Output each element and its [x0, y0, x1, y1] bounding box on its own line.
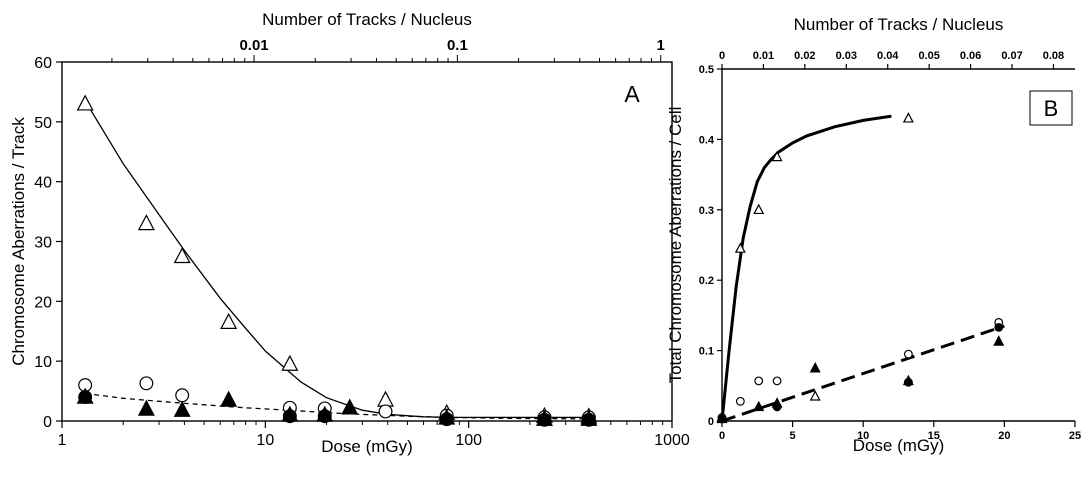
data-point	[173, 400, 191, 417]
data-point	[809, 390, 821, 401]
top-axis-label: Number of Tracks / Nucleus	[262, 10, 472, 29]
x-tick-label: 100	[455, 432, 482, 449]
top-tick-label: 0.04	[877, 50, 899, 62]
data-point	[771, 150, 783, 162]
data-point	[341, 398, 359, 415]
top-tick-label: 0.06	[960, 50, 981, 62]
top-tick-label: 0	[719, 50, 725, 62]
top-tick-label: 0.03	[836, 50, 857, 62]
plot-axes	[721, 69, 1075, 422]
data-point	[903, 349, 913, 359]
panel-a-chart: 1 10 100 1000 0 10 20 30 40 50 60 0.01 0.1 1 Dose (mGy…	[9, 10, 690, 456]
x-tick-label: 1	[58, 432, 67, 449]
data-point	[734, 242, 746, 253]
x-tick-label: 1000	[654, 432, 690, 449]
top-tick-label: 0.01	[239, 37, 268, 54]
panel-label: B	[1044, 96, 1059, 121]
plot-frame	[61, 61, 673, 422]
data-point	[378, 404, 393, 419]
x-axis-label: Dose (mGy)	[853, 436, 945, 455]
data-point	[993, 335, 1005, 346]
y-tick-label: 0	[708, 416, 714, 428]
data-point	[772, 376, 782, 386]
y-tick-label: 0.1	[699, 346, 714, 358]
top-tick-label: 1	[657, 37, 665, 54]
fit-curve	[85, 392, 592, 420]
data-point	[317, 409, 332, 424]
top-axis-label: Number of Tracks / Nucleus	[794, 15, 1004, 34]
data-point	[220, 312, 238, 329]
data-point	[76, 94, 94, 111]
y-tick-label: 0	[43, 414, 52, 431]
x-tick-label: 10	[857, 430, 869, 442]
data-point	[753, 203, 765, 215]
data-point	[282, 409, 297, 424]
data-point	[581, 412, 596, 427]
data-point	[139, 376, 154, 391]
top-tick-label: 0.08	[1043, 50, 1064, 62]
data-point	[903, 377, 913, 387]
x-axis-label: Dose (mGy)	[321, 437, 413, 456]
y-tick-label: 0.2	[699, 275, 714, 287]
data-point	[809, 362, 821, 373]
y-tick-label: 50	[34, 115, 52, 132]
data-point	[175, 388, 190, 403]
data-point	[902, 112, 914, 123]
x-tick-label: 20	[998, 430, 1010, 442]
data-point	[281, 354, 299, 371]
data-point	[137, 399, 155, 416]
y-axis-label: Chromosome Aberrations / Track	[9, 117, 28, 366]
data-point	[717, 414, 727, 424]
panel-label: A	[624, 81, 640, 107]
panel-label-box	[1029, 90, 1073, 126]
y-tick-label: 60	[34, 55, 52, 72]
data-point	[735, 396, 745, 406]
data-point	[772, 402, 782, 412]
data-point	[78, 390, 93, 405]
fit-curve	[721, 324, 1005, 423]
y-tick-label: 10	[34, 354, 52, 371]
fit-curve	[84, 100, 592, 419]
data-point	[994, 322, 1004, 332]
y-tick-label: 0.3	[699, 205, 714, 217]
y-tick-label: 0.5	[699, 64, 714, 76]
fit-curve	[720, 114, 892, 422]
data-point	[137, 214, 155, 231]
x-tick-label: 15	[928, 430, 940, 442]
data-point	[377, 390, 395, 407]
data-point	[220, 390, 238, 407]
data-point	[173, 247, 191, 264]
top-tick-label: 0.02	[794, 50, 815, 62]
x-tick-label: 10	[256, 432, 274, 449]
panel-b-chart: 0 5 10 15 20 25 0 0.1 0.2 0.3 0.4 0.5 0 0.01 0.02 0.03 0…	[666, 15, 1081, 455]
data-point	[754, 376, 764, 386]
data-point	[439, 412, 454, 427]
y-axis-label: Total Chromosome Aberrations / Cell	[666, 107, 685, 384]
top-tick-label: 0.07	[1001, 50, 1022, 62]
y-tick-label: 30	[34, 235, 52, 252]
x-tick-label: 0	[719, 430, 725, 442]
top-tick-label: 0.01	[753, 50, 774, 62]
y-tick-label: 0.4	[699, 134, 715, 146]
top-tick-label: 0.05	[918, 50, 939, 62]
x-tick-label: 25	[1069, 430, 1081, 442]
top-tick-label: 0.1	[447, 37, 468, 54]
y-tick-label: 20	[34, 294, 52, 311]
data-point	[537, 412, 552, 427]
data-point	[753, 400, 765, 412]
y-tick-label: 40	[34, 175, 52, 192]
x-tick-label: 5	[790, 430, 796, 442]
